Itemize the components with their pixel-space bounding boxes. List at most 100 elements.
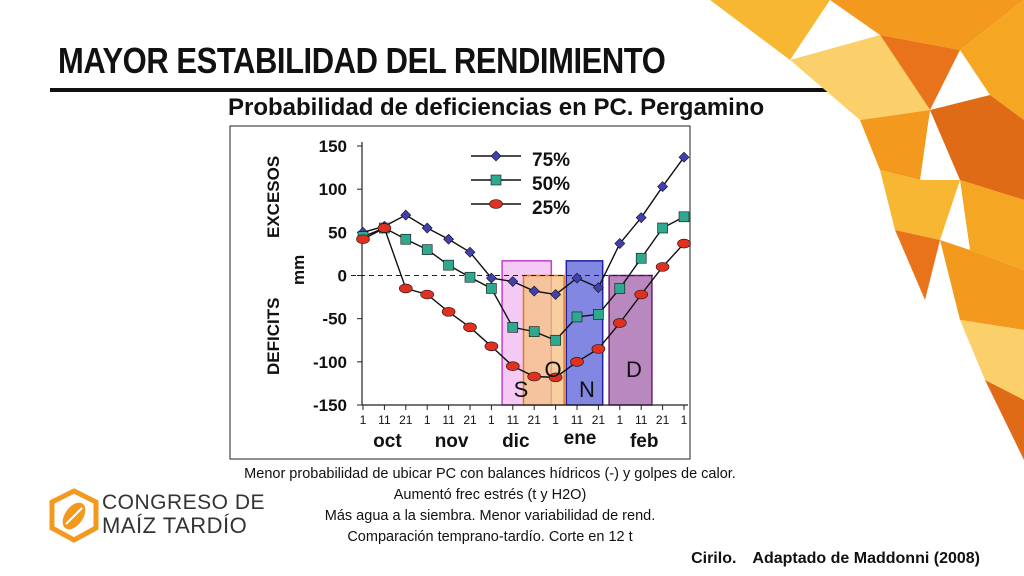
x-tick-label: 11: [635, 413, 648, 427]
data-point: [421, 222, 433, 234]
data-point: [463, 322, 477, 333]
legend: 75% 50% 25%: [471, 150, 570, 219]
y-tick-label: 100: [319, 180, 347, 199]
y-tick-label: -100: [313, 353, 347, 372]
series-line-0: [362, 156, 685, 296]
series-line-1: [362, 216, 685, 342]
deco-polygon: [960, 0, 1024, 120]
y-label-deficits: DEFICITS: [264, 298, 283, 375]
legend-label: 50%: [532, 174, 570, 195]
corn-logo-icon: [49, 488, 99, 543]
data-point: [528, 285, 540, 297]
chart-title: Probabilidad de deficiencias en PC. Perg…: [228, 94, 765, 121]
data-point: [678, 211, 690, 223]
stage-label-N: N: [579, 377, 595, 402]
y-label-unit: mm: [289, 255, 308, 285]
data-point: [377, 223, 392, 233]
data-point: [655, 262, 670, 272]
legend-marker: [490, 150, 502, 162]
deco-polygon: [860, 110, 930, 180]
x-tick-label: 11: [507, 413, 520, 427]
stage-label-O: O: [544, 357, 561, 382]
y-label-excesos: EXCESOS: [264, 156, 283, 238]
data-point: [398, 283, 413, 294]
x-tick-label: 1: [681, 413, 688, 427]
month-label: ene: [564, 428, 597, 449]
logo-text-line2: MAÍZ TARDÍO: [102, 513, 248, 538]
deco-polygon: [880, 35, 960, 110]
data-point: [464, 246, 476, 258]
note-line-1: Menor probabilidad de ubicar PC con bala…: [244, 466, 736, 482]
data-point: [635, 212, 647, 224]
data-point: [571, 311, 583, 323]
data-point: [421, 244, 433, 255]
note-line-4: Comparación temprano-tardío. Corte en 12…: [347, 529, 633, 545]
data-point: [550, 289, 562, 300]
data-point: [657, 181, 669, 193]
logo-text-line1: CONGRESO DE: [102, 491, 266, 514]
data-point: [635, 252, 647, 264]
data-point: [677, 238, 691, 249]
data-point: [420, 289, 435, 300]
deco-polygon: [960, 320, 1024, 400]
deco-polygon: [790, 35, 930, 120]
y-tick-label: 50: [328, 223, 347, 242]
legend-marker: [489, 199, 503, 209]
legend-marker: [490, 174, 502, 186]
deco-polygon: [895, 230, 940, 300]
x-tick-label: 11: [571, 413, 584, 427]
data-point: [507, 276, 519, 287]
x-tick-label: 21: [463, 413, 477, 427]
series-line-2: [362, 227, 685, 379]
data-point: [505, 361, 520, 371]
x-tick-label: 1: [424, 413, 431, 427]
data-point: [678, 151, 690, 163]
x-tick-label: 21: [656, 413, 670, 427]
note-line-3: Más agua a la siembra. Menor variabilida…: [324, 508, 656, 524]
x-tick-label: 21: [592, 413, 606, 427]
deco-polygon: [985, 380, 1024, 460]
data-point: [527, 371, 542, 382]
data-point: [612, 318, 627, 328]
y-tick-label: 0: [338, 267, 347, 286]
data-point: [485, 272, 497, 284]
data-point: [657, 222, 668, 234]
data-point: [591, 344, 606, 354]
deco-polygon: [930, 95, 1024, 200]
x-tick-label: 11: [442, 413, 455, 427]
data-point: [443, 233, 455, 245]
x-tick-label: 21: [399, 413, 413, 427]
data-point: [400, 209, 412, 221]
stage-label-S: S: [514, 377, 529, 402]
data-point: [593, 309, 604, 320]
legend-label: 75%: [532, 150, 570, 171]
data-point: [592, 282, 604, 294]
citation-source: Adaptado de Maddonni (2008): [752, 550, 980, 567]
data-point: [400, 233, 412, 245]
data-point: [356, 234, 370, 245]
month-label: dic: [502, 431, 530, 452]
deco-polygon: [940, 240, 1024, 330]
data-point: [571, 272, 583, 284]
month-label: oct: [373, 431, 402, 452]
data-point: [528, 326, 540, 337]
x-tick-label: 21: [528, 413, 542, 427]
citation: Cirilo. Adaptado de Maddonni (2008): [691, 550, 980, 568]
data-point: [614, 238, 626, 249]
deco-polygon: [710, 0, 830, 60]
x-tick-label: 1: [488, 413, 495, 427]
data-point: [484, 341, 499, 352]
data-point: [548, 372, 563, 383]
x-tick-label: 1: [616, 413, 623, 427]
y-tick-label: -50: [322, 310, 347, 329]
data-point: [634, 289, 649, 300]
slide-title: MAYOR ESTABILIDAD DEL RENDIMIENTO: [58, 40, 666, 81]
legend-label: 25%: [532, 198, 570, 219]
y-tick-label: -150: [313, 396, 347, 415]
data-point: [614, 283, 626, 294]
deco-polygon: [830, 0, 1024, 50]
data-point: [464, 271, 476, 283]
x-tick-label: 11: [378, 413, 391, 427]
